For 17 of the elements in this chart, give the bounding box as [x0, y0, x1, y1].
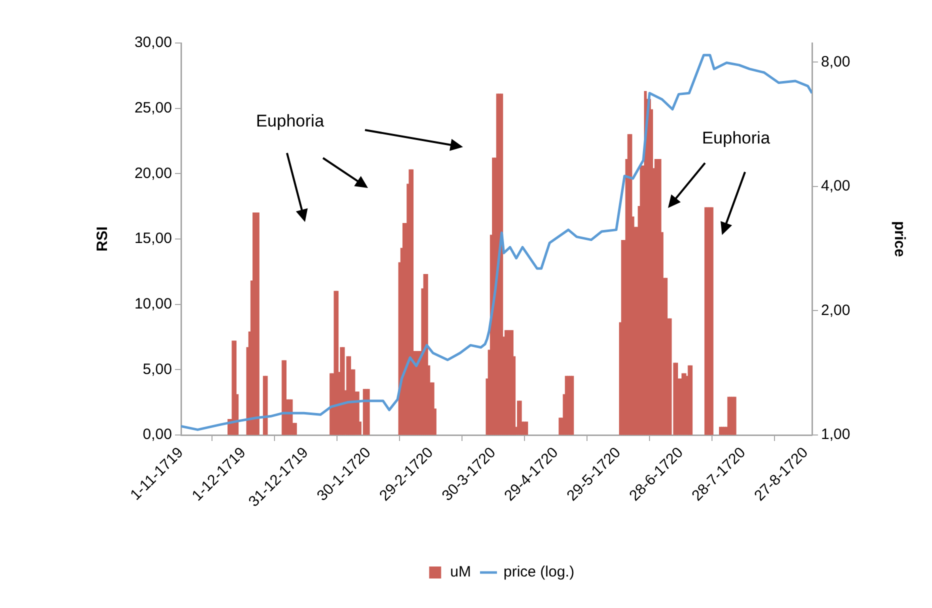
annotation: Euphoria: [702, 128, 771, 148]
annotation: Euphoria: [256, 112, 325, 131]
y-tick-label: 30,00: [134, 34, 172, 52]
y2-tick-label: 1,00: [821, 426, 850, 444]
y-tick-label: 5,00: [142, 360, 172, 378]
legend-label: price (log.): [503, 564, 574, 581]
y-tick-label: 10,00: [134, 295, 172, 312]
y2-tick-label: 8,00: [821, 53, 850, 70]
y2-axis-title: price: [890, 221, 908, 257]
y-tick-label: 0,00: [142, 426, 172, 444]
y-tick-label: 15,00: [134, 230, 172, 248]
y-tick-label: 20,00: [134, 164, 172, 182]
y2-tick-label: 2,00: [821, 302, 850, 319]
y2-tick-label: 4,00: [821, 178, 850, 195]
y-axis-title: RSI: [94, 226, 112, 252]
y-tick-label: 25,00: [134, 99, 172, 116]
legend-label: uM: [450, 564, 471, 581]
